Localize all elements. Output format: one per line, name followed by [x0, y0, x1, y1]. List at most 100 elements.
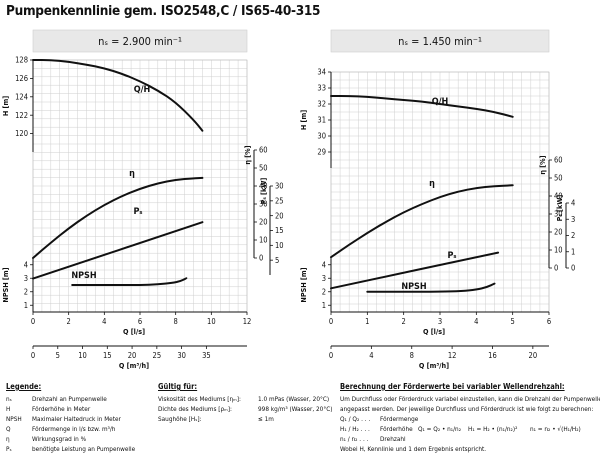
- tick-label-h: 122: [15, 111, 28, 120]
- tick-label-npsh: 3: [24, 274, 28, 283]
- calc-def: Q₁ / Q₂ . . . Fördermenge: [340, 414, 418, 424]
- tick-label-h: 30: [317, 132, 326, 141]
- calc-def-key: H₁ / H₂ . . .: [340, 425, 370, 433]
- speed-header-box: [32, 29, 248, 53]
- calc-def-key: Q₁ / Q₂ . . .: [340, 415, 371, 423]
- legend-text: Fördermenge in l/s bzw. m³/h: [32, 425, 116, 433]
- x-axis-label: Q [l/s]: [123, 327, 145, 336]
- tick-label-eta: 0: [259, 254, 263, 263]
- tick-label-x2: 8: [410, 351, 414, 360]
- formula-q: Q₁ = Q₂ • n₁/n₂: [418, 425, 461, 433]
- tick-label-h: 128: [15, 56, 28, 65]
- tick-label-x2: 0: [329, 351, 333, 360]
- curve-label-p: Pₛ: [447, 251, 456, 261]
- tick-label-eta: 30: [259, 200, 268, 209]
- legend-text: Wirkungsgrad in %: [32, 435, 87, 443]
- speed-header-box: [330, 29, 550, 53]
- tick-label-x2: 5: [56, 351, 60, 360]
- axis-label-h: H [m]: [1, 96, 10, 116]
- tick-label-eta: 60: [259, 146, 268, 155]
- curve-label-eta: η: [429, 179, 435, 189]
- x-axis-label: Q [l/s]: [423, 327, 445, 336]
- tick-label-p: 4: [571, 199, 575, 208]
- x2-axis-label: Q [m³/h]: [419, 361, 449, 370]
- legend-item: NPSH Maximaler Haltedruck in Meter: [6, 414, 156, 424]
- tick-label-x2: 25: [153, 351, 162, 360]
- tick-label-x: 4: [474, 317, 478, 326]
- axis-label-p: Pₛ [kW]: [259, 178, 268, 205]
- valid-title: Gültig für:: [158, 382, 198, 391]
- calc-def-value: Drehzahl: [380, 435, 406, 443]
- tick-label-eta: 30: [554, 210, 563, 219]
- legend-symbol: Pₛ: [6, 445, 12, 453]
- legend-item: nₛ Drehzahl an Pumpenwelle: [6, 394, 156, 404]
- valid-column: Gültig für: Viskosität des Mediums [ηₘ]:…: [158, 382, 332, 424]
- valid-key: Viskosität des Mediums [ηₘ]:: [158, 395, 241, 403]
- tick-label-x2: 12: [448, 351, 457, 360]
- tick-label-x: 5: [511, 317, 515, 326]
- valid-value: ≤ 1m: [258, 415, 274, 423]
- tick-label-h: 126: [15, 74, 28, 83]
- legend-text: Maximaler Haltedruck in Meter: [32, 415, 121, 423]
- tick-label-npsh: 4: [24, 260, 28, 269]
- tick-label-eta: 20: [259, 218, 268, 227]
- tick-label-x2: 16: [488, 351, 497, 360]
- tick-label-p: 30: [275, 182, 284, 191]
- tick-label-eta: 40: [554, 192, 563, 201]
- tick-label-x: 12: [243, 317, 252, 326]
- tick-label-eta: 40: [259, 182, 268, 191]
- valid-value: 1.0 mPas (Wasser, 20°C): [258, 395, 330, 403]
- tick-label-eta: 10: [259, 236, 268, 245]
- tick-label-p: 20: [275, 211, 284, 220]
- x2-axis-label: Q [m³/h]: [119, 361, 149, 370]
- tick-label-eta: 10: [554, 246, 563, 255]
- tick-label-npsh: 2: [322, 287, 326, 296]
- tick-label-h: 32: [317, 100, 326, 109]
- tick-label-p: 10: [275, 241, 284, 250]
- tick-label-x: 10: [207, 317, 216, 326]
- tick-label-x: 0: [31, 317, 35, 326]
- tick-label-x: 6: [547, 317, 551, 326]
- tick-label-x2: 35: [202, 351, 211, 360]
- curve-npsh: [71, 277, 188, 286]
- tick-label-x2: 15: [103, 351, 112, 360]
- legend-text: benötigte Leistung an Pumpenwelle: [32, 445, 136, 453]
- tick-label-h: 34: [317, 68, 326, 77]
- legend-symbol: nₛ: [6, 395, 12, 403]
- calc-text-2: angepasst werden. Der jeweilige Durchflu…: [340, 405, 594, 413]
- tick-label-eta: 50: [259, 164, 268, 173]
- speed-header: nₛ = 2.900 min⁻¹: [98, 35, 182, 48]
- curve-label-h: Q/H: [134, 85, 151, 95]
- legend-symbol: NPSH: [6, 415, 22, 423]
- tick-label-p: 5: [275, 256, 279, 265]
- calc-def-value: Fördermenge: [380, 415, 419, 423]
- legend-section: Legende: nₛ Drehzahl an Pumpenwelle H Förde…: [0, 382, 600, 473]
- tick-label-eta: 60: [554, 156, 563, 165]
- axis-label-h: H [m]: [299, 110, 308, 130]
- tick-label-p: 2: [571, 231, 575, 240]
- valid-key: Saughöhe [Hₛ]:: [158, 415, 202, 423]
- tick-label-x: 3: [438, 317, 442, 326]
- tick-label-eta: 0: [554, 264, 558, 273]
- curve-label-npsh: NPSH: [401, 282, 427, 292]
- curve-eta: [330, 184, 514, 259]
- calc-title: Berechnung der Förderwerte bei variabler…: [340, 382, 565, 391]
- tick-label-h: 124: [15, 92, 28, 101]
- calc-def: H₁ / H₂ . . . Förderhöhe: [340, 424, 418, 434]
- curve-label-h: Q/H: [432, 97, 449, 107]
- tick-label-h: 33: [317, 84, 326, 93]
- tick-label-h: 29: [317, 148, 326, 157]
- valid-value: 998 kg/m³ (Wasser, 20°C): [258, 405, 333, 413]
- curve-h: [32, 59, 204, 132]
- curve-label-npsh: NPSH: [71, 271, 97, 281]
- valid-item: Saughöhe [Hₛ]: ≤ 1m: [158, 414, 328, 424]
- tick-label-x: 1: [365, 317, 369, 326]
- speed-header: nₛ = 1.450 min⁻¹: [398, 35, 482, 48]
- legend-text: Förderhöhe in Meter: [32, 405, 91, 413]
- calc-def-value: Förderhöhe: [380, 425, 413, 433]
- tick-label-x: 8: [174, 317, 178, 326]
- tick-label-x2: 30: [177, 351, 186, 360]
- legend-text: Drehzahl an Pumpenwelle: [32, 395, 107, 403]
- curve-label-eta: η: [129, 169, 135, 179]
